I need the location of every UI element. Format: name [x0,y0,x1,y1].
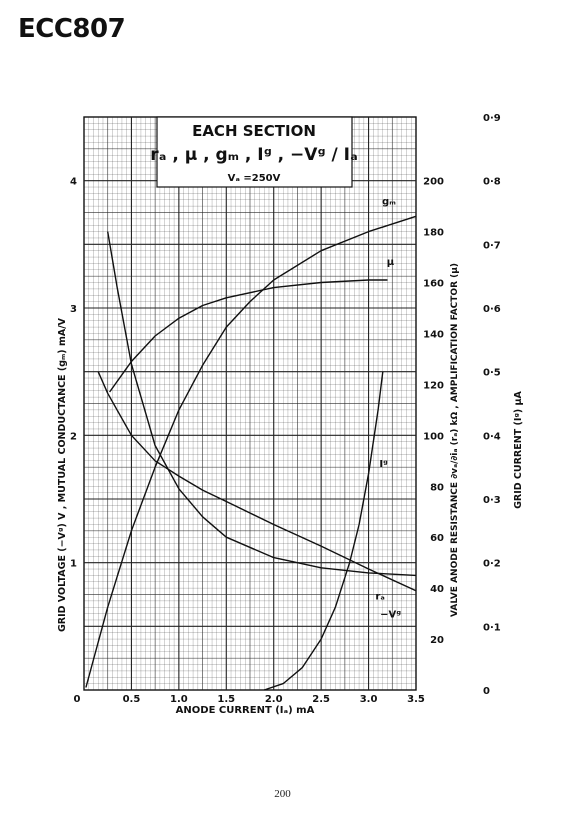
mid-tick-label: 160 [423,279,444,290]
right-tick-label: 0 [483,686,490,697]
mid-tick-label: 120 [423,380,444,391]
left-tick-label: 3 [70,304,77,315]
x-tick-label: 0.5 [123,694,141,705]
mid-tick-label: 20 [430,635,444,646]
page-number: 200 [274,788,291,800]
mid-tick-label: 80 [430,482,444,493]
series-line [85,215,417,688]
left-tick-label: 4 [70,177,77,188]
series-label: −Vᵍ [380,609,401,620]
mid-tick-label: 200 [423,177,444,188]
x-tick-label: 1.0 [170,694,188,705]
mid-tick-label: 40 [430,584,444,595]
right-tick-label: 0·6 [483,304,501,315]
right-tick-label: 0·4 [483,431,501,442]
series-line [263,371,384,691]
series-label: rₐ [375,592,385,603]
chart-condition: Vₐ =250V [228,173,281,184]
tube-type-heading: ECC807 [18,14,126,44]
left-tick-label: 1 [70,559,77,570]
x-tick-label: 2.0 [265,694,283,705]
mid-tick-label: 140 [423,329,444,340]
right-tick-label: 0·2 [483,559,501,570]
right-tick-label: 0·3 [483,495,501,506]
right-tick-label: 0·9 [483,113,501,124]
series-line [97,371,417,592]
mid-tick-label: 60 [430,533,444,544]
right-tick-label: 0·7 [483,240,501,251]
left-axis-title: GRID VOLTAGE (−Vᵍ) V , MUTUAL CONDUCTANC… [57,317,68,632]
tick-labels: 0 0.5 1.0 1.5 2.0 2.5 3.0 3.5 1 2 3 4 20 40 60 80 100 120… [70,113,501,705]
x-tick-label: 2.5 [312,694,330,705]
mid-tick-label: 100 [423,431,444,442]
title-box: EACH SECTION rₐ , μ , gₘ , Iᵍ , −Vᵍ / Iₐ… [150,116,358,188]
right-tick-label: 0·1 [483,622,501,633]
series-label: μ [387,257,395,268]
x-tick-label: 3.0 [360,694,378,705]
right-tick-label: 0·8 [483,177,501,188]
chart-title: EACH SECTION [192,122,316,140]
chart-subtitle: rₐ , μ , gₘ , Iᵍ , −Vᵍ / Iₐ [150,145,357,165]
right-axis-title: GRID CURRENT (Iᵍ) μA [513,390,524,508]
series-label: Iᵍ [379,459,388,470]
series-layer: μ gₘ rₐ −Vᵍ Iᵍ [85,197,417,691]
series-line [107,231,417,577]
series-label: gₘ [382,197,396,208]
chart-grid [83,116,417,691]
mid-tick-label: 180 [423,228,444,239]
left-tick-label: 2 [70,431,77,442]
mid-axis-title: VALVE ANODE RESISTANCE ∂vₐ/∂iₐ (rₐ) kΩ ,… [450,263,460,617]
right-tick-label: 0·5 [483,368,501,379]
x-tick-label: 1.5 [217,694,235,705]
x-tick-label: 3.5 [407,694,425,705]
x-axis-title: ANODE CURRENT (Iₐ) mA [176,705,315,716]
series-line [109,279,388,393]
x-tick-label: 0 [74,694,81,705]
title-box-frame [156,116,353,188]
